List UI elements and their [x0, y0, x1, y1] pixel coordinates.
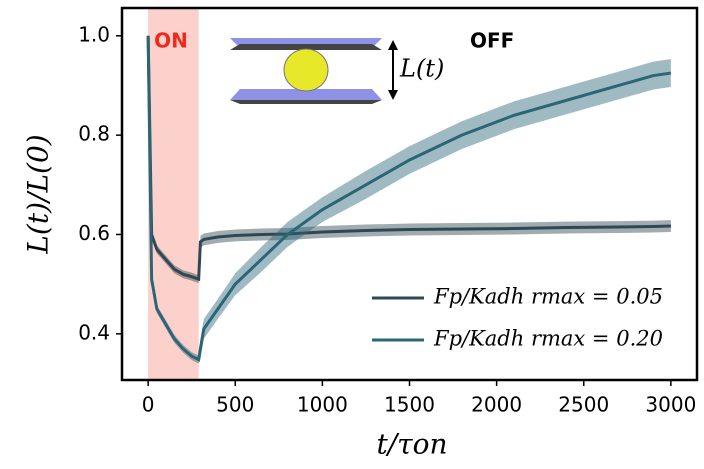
y-tick-label: 0.6 — [78, 221, 110, 245]
inset-label: L(t) — [399, 55, 444, 83]
x-tick-label: 1500 — [384, 393, 435, 417]
x-tick-label: 0 — [142, 393, 155, 417]
arrow-head — [388, 90, 398, 100]
error-band — [148, 33, 671, 363]
x-tick-label: 500 — [216, 393, 254, 417]
on-label: ON — [154, 29, 188, 53]
page: L(t) OFF ON 0 500 1000 1500 2000 2500 3000 0.4 0.… — [0, 0, 704, 469]
legend-label: Fp/Kadh rmax = 0.20 — [433, 327, 663, 351]
x-tick-label: 1000 — [297, 393, 348, 417]
legend-label: Fp/Kadh rmax = 0.05 — [433, 285, 663, 309]
y-tick-label: 1.0 — [78, 22, 110, 46]
chart: L(t) OFF ON 0 500 1000 1500 2000 2500 3000 0.4 0.… — [0, 0, 704, 469]
x-tick-label: 3000 — [645, 393, 696, 417]
y-axis-label: L(t)/L(0) — [22, 134, 55, 254]
x-tick-label: 2000 — [471, 393, 522, 417]
cell-cluster — [284, 49, 328, 91]
bottom-plate-edge — [230, 100, 382, 104]
on-region — [148, 8, 199, 380]
off-label: OFF — [470, 29, 514, 53]
x-tick-label: 2500 — [558, 393, 609, 417]
y-tick-label: 0.4 — [78, 320, 110, 344]
arrow-head — [388, 40, 398, 50]
x-axis-label: t/τon — [376, 428, 447, 461]
inset: L(t) — [230, 38, 444, 104]
y-tick-label: 0.8 — [78, 122, 110, 146]
